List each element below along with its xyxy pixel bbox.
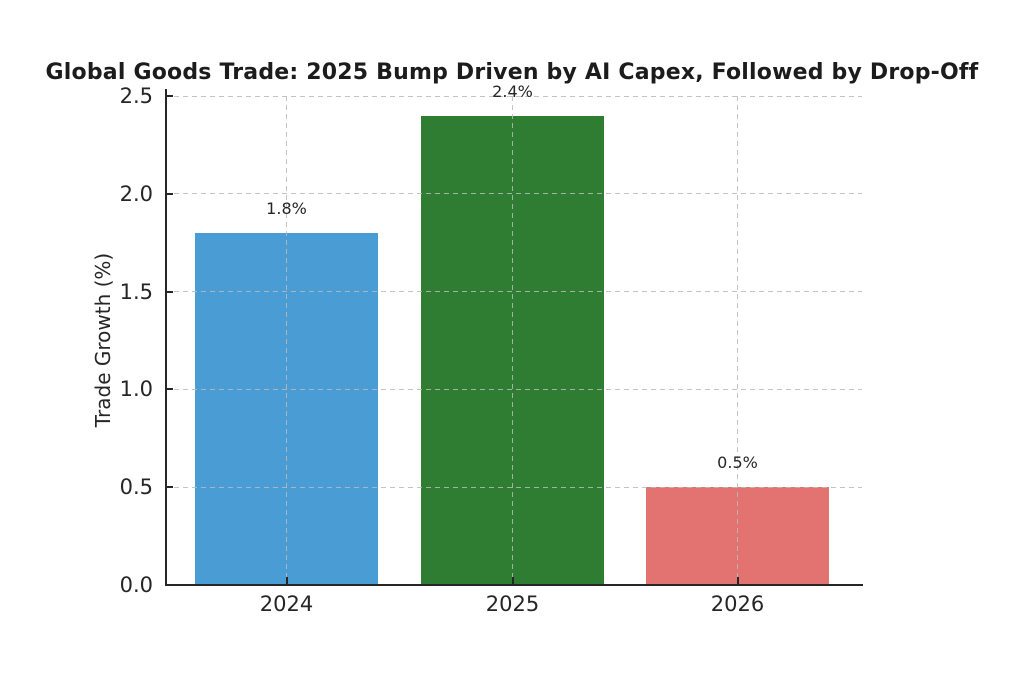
- x-tick-label-2024: 2024: [259, 592, 314, 616]
- gridline-horizontal-1.5: [165, 291, 862, 293]
- chart-title: Global Goods Trade: 2025 Bump Driven by …: [45, 60, 979, 85]
- y-tick-2.5: [165, 95, 173, 97]
- gridline-horizontal-1.0: [165, 388, 862, 390]
- y-tick-label-1.5: 1.5: [119, 279, 153, 304]
- y-tick-1.5: [165, 290, 173, 293]
- axes-layer: [165, 89, 863, 586]
- y-tick-0.0: [165, 584, 173, 586]
- y-tick-label-2.0: 2.0: [119, 181, 153, 206]
- x-tick-2025: [511, 577, 514, 585]
- bar-value-label-2025: 2.4%: [492, 81, 533, 101]
- y-tick-label-1.0: 1.0: [119, 377, 153, 402]
- y-tick-2.0: [165, 192, 173, 195]
- x-tick-label-2025: 2025: [485, 592, 540, 616]
- x-axis-spine: [165, 584, 863, 586]
- x-tick-2026: [736, 577, 739, 585]
- bar-value-label-2026: 0.5%: [717, 453, 758, 473]
- gridline-horizontal-2.5: [165, 95, 862, 97]
- bar-value-label-2024: 1.8%: [266, 198, 307, 218]
- y-tick-label-0.5: 0.5: [119, 475, 153, 500]
- y-tick-0.5: [165, 486, 173, 489]
- grid-layer: [165, 95, 862, 585]
- gridline-vertical-2024: [286, 96, 287, 585]
- gridline-vertical-2026: [737, 96, 738, 585]
- y-tick-label-0.0: 0.0: [119, 573, 153, 597]
- x-tick-label-2026: 2026: [710, 592, 765, 616]
- gridline-vertical-2025: [512, 96, 513, 585]
- plot-area: 2024 1.8% 2025 2.4% 2026 0.5% 0.0 0.5 1.0 1.5 2.0 2…: [120, 82, 863, 616]
- y-tick-1.0: [165, 388, 173, 391]
- y-axis-spine: [165, 89, 167, 586]
- text-layer: 2024 1.8% 2025 2.4% 2026 0.5% 0.0 0.5 1.0 1.5 2.0 2…: [120, 82, 862, 616]
- gridline-horizontal-2.0: [165, 193, 862, 195]
- x-tick-2024: [285, 577, 288, 585]
- y-tick-label-2.5: 2.5: [119, 84, 153, 108]
- gridline-horizontal-0.5: [165, 486, 862, 488]
